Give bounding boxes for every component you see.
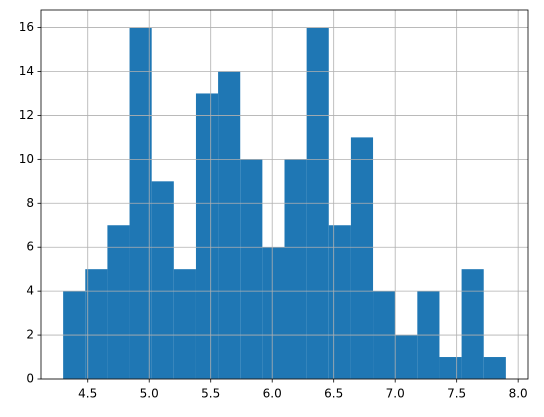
plot-frame <box>40 9 529 380</box>
y-tick-label: 4 <box>26 284 34 298</box>
x-tick-label: 5.5 <box>201 387 220 401</box>
x-tick-label: 6.5 <box>324 387 343 401</box>
bar <box>395 335 418 379</box>
y-tick-label: 14 <box>19 64 34 78</box>
y-tick-label: 0 <box>26 372 34 386</box>
bar <box>85 269 108 379</box>
bar <box>262 247 285 379</box>
x-tick-label: 7.0 <box>386 387 405 401</box>
y-tick-label: 8 <box>26 196 34 210</box>
bar <box>195 93 219 379</box>
bar <box>173 269 196 379</box>
bar <box>461 269 484 379</box>
bar <box>107 225 130 379</box>
y-tick-label: 2 <box>26 328 34 342</box>
bar <box>218 71 241 379</box>
bar <box>328 225 351 379</box>
bar <box>350 137 374 379</box>
x-tick-label: 6.0 <box>263 387 282 401</box>
x-tick-label: 4.5 <box>78 387 97 401</box>
y-tick-label: 12 <box>19 108 34 122</box>
bar <box>240 159 263 379</box>
bar <box>439 357 462 379</box>
x-tick-label: 8.0 <box>509 387 528 401</box>
y-tick-label: 10 <box>19 152 34 166</box>
y-tick-label: 16 <box>19 20 34 34</box>
x-tick-label: 7.5 <box>447 387 466 401</box>
x-tick-label: 5.0 <box>140 387 159 401</box>
bar <box>151 181 174 379</box>
y-tick-label: 6 <box>26 240 34 254</box>
bar <box>483 357 506 379</box>
bar <box>284 159 307 379</box>
